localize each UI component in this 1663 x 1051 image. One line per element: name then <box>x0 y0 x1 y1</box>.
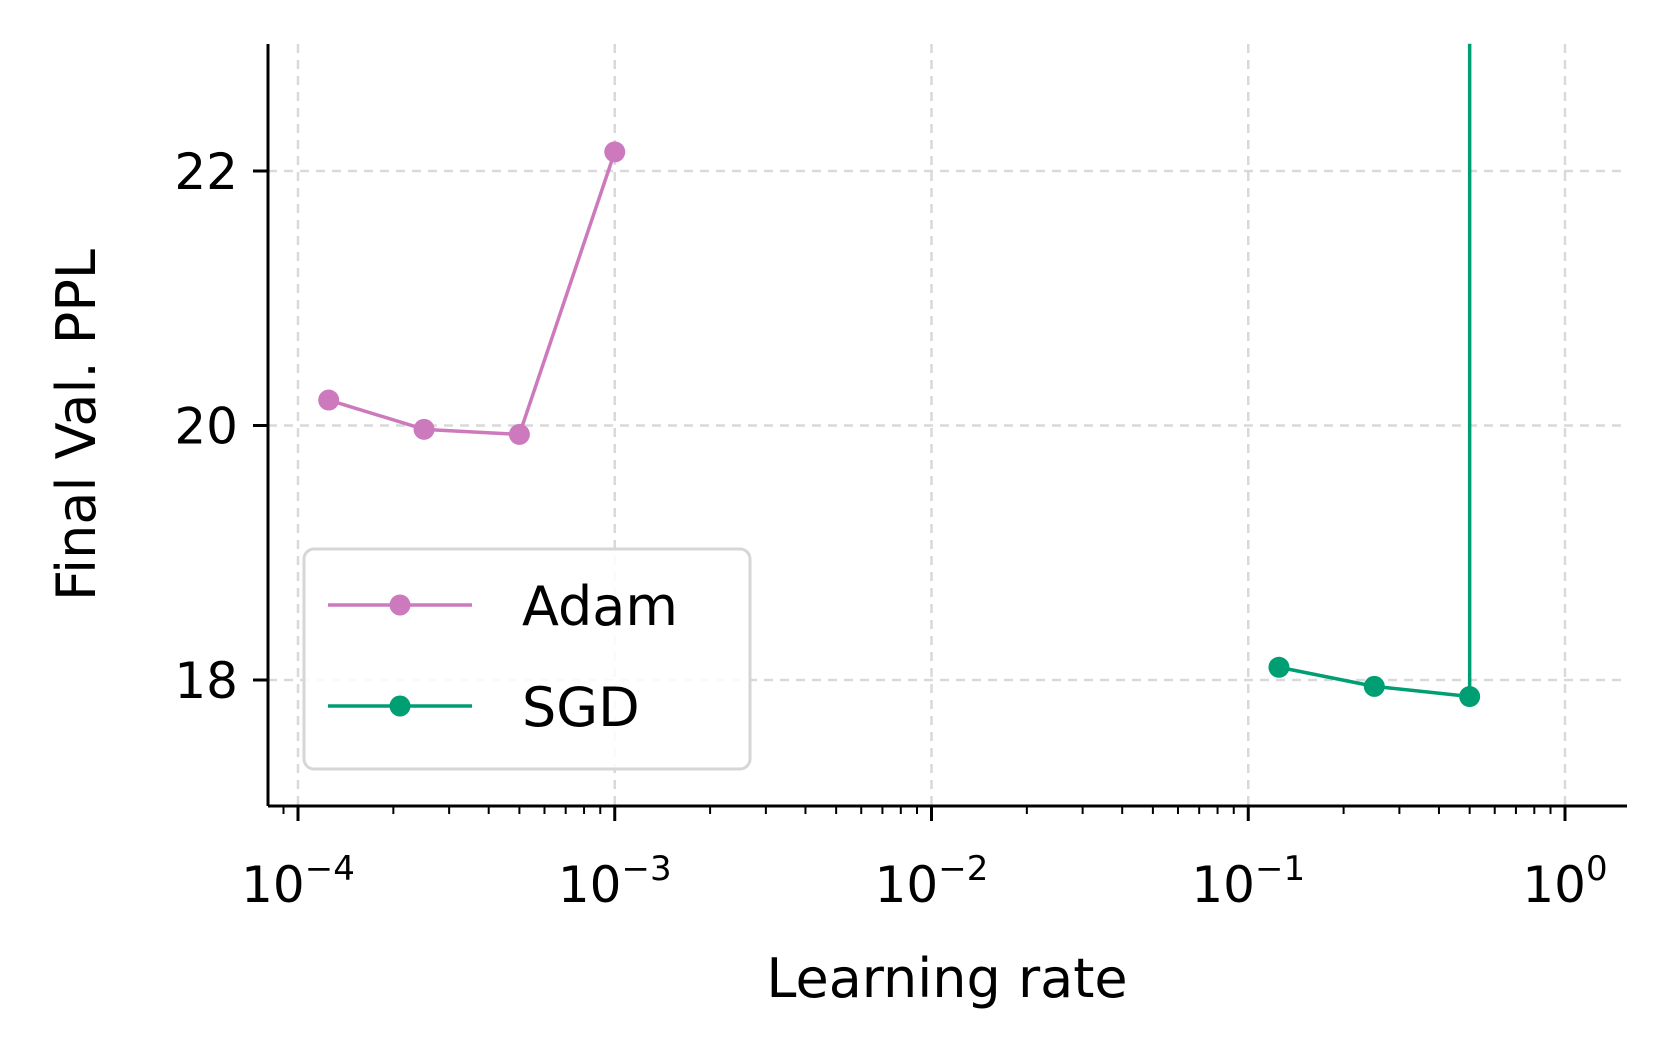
sgd-data-point <box>1268 656 1290 678</box>
x-axis-label: Learning rate <box>766 947 1127 1010</box>
y-tick-label: 18 <box>174 652 238 710</box>
y-tick-label: 22 <box>174 143 238 201</box>
adam-data-point <box>318 389 340 411</box>
x-ticks: 10−4 10−3 10−2 10−1 100 <box>241 806 1608 914</box>
legend-adam-label: Adam <box>522 575 678 638</box>
y-axis-label: Final Val. PPL <box>45 249 108 601</box>
x-tick-label: 10−1 <box>1191 849 1305 914</box>
legend-sgd-marker <box>389 695 411 717</box>
x-tick-label: 10−3 <box>558 849 672 914</box>
adam-data-point <box>604 141 626 163</box>
sgd-data-point <box>1459 686 1481 708</box>
x-tick-label: 10−2 <box>875 849 989 914</box>
x-tick-label: 10−4 <box>241 849 355 914</box>
x-tick-label: 100 <box>1522 849 1607 914</box>
sgd-data-point <box>1363 675 1385 697</box>
legend-adam-marker <box>389 594 411 616</box>
adam-series-line <box>328 151 617 437</box>
legend-sgd-label: SGD <box>522 676 640 739</box>
y-tick-label: 20 <box>174 398 238 456</box>
legend: Adam SGD <box>302 547 752 771</box>
series <box>318 43 1481 708</box>
y-ticks: 18 20 22 <box>174 143 268 710</box>
adam-data-point <box>508 423 530 445</box>
adam-data-point <box>413 418 435 440</box>
